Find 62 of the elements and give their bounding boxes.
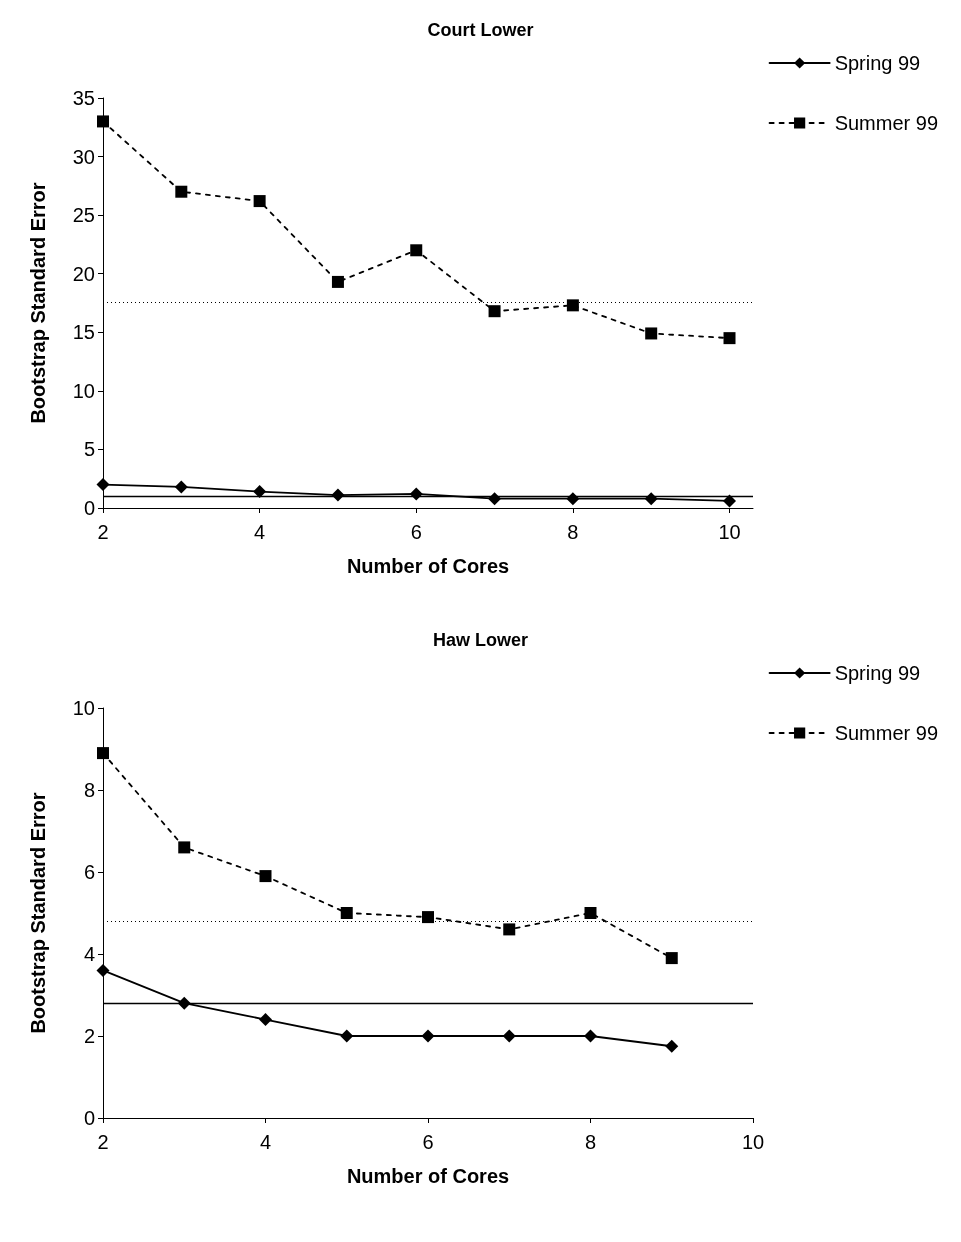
legend-label: Summer 99 — [834, 722, 939, 744]
y-tick-label: 4 — [83, 943, 95, 965]
x-axis-title: Number of Cores — [346, 555, 510, 577]
point — [723, 494, 737, 508]
x-tick-label: 10 — [718, 521, 741, 543]
point — [503, 923, 516, 936]
point — [253, 195, 266, 208]
y-tick-label: 25 — [72, 204, 95, 227]
point — [488, 305, 501, 318]
y-tick-label: 8 — [83, 779, 95, 801]
point — [723, 332, 736, 345]
point — [584, 1029, 597, 1043]
y-tick-label: 10 — [72, 379, 95, 402]
chart-title: Haw Lower — [432, 630, 529, 650]
point — [97, 747, 109, 760]
y-axis-title: Bootstrap Standard Error — [27, 182, 49, 424]
point — [259, 870, 272, 883]
x-tick-label: 8 — [584, 1131, 597, 1153]
point — [566, 299, 579, 312]
point — [253, 485, 267, 499]
point — [584, 907, 597, 919]
x-tick-label: 2 — [97, 521, 109, 543]
point — [331, 275, 344, 288]
x-tick-label: 4 — [254, 521, 266, 543]
x-axis-title: Number of Cores — [346, 1165, 510, 1187]
y-tick-label: 15 — [72, 321, 95, 344]
y-tick-label: 20 — [72, 262, 95, 285]
y-tick-label: 6 — [83, 861, 95, 883]
y-axis-title: Bootstrap Standard Error — [27, 792, 49, 1034]
x-tick-label: 8 — [567, 521, 579, 543]
legend-label: Spring 99 — [834, 52, 921, 74]
x-tick-label: 2 — [97, 1131, 109, 1153]
x-tick-label: 10 — [741, 1131, 765, 1153]
chart-title: Court Lower — [427, 20, 534, 40]
point — [175, 185, 188, 198]
point — [665, 1039, 679, 1053]
y-tick-label: 0 — [83, 1107, 95, 1129]
point — [178, 841, 191, 854]
y-tick-label: 10 — [72, 697, 95, 719]
point — [340, 907, 353, 919]
y-tick-label: 2 — [83, 1025, 95, 1047]
point — [259, 1013, 272, 1027]
point — [97, 115, 109, 128]
point — [96, 963, 110, 977]
point — [665, 952, 678, 965]
point — [410, 244, 423, 257]
point — [502, 1029, 516, 1043]
x-tick-label: 6 — [410, 521, 422, 543]
y-tick-label: 35 — [72, 87, 95, 109]
legend-label: Spring 99 — [834, 662, 921, 684]
point — [421, 1029, 435, 1043]
x-tick-label: 4 — [259, 1131, 272, 1153]
y-tick-label: 5 — [83, 438, 95, 461]
point — [174, 480, 188, 494]
point — [96, 478, 110, 492]
y-tick-label: 0 — [83, 497, 95, 519]
point — [422, 911, 434, 924]
point — [645, 327, 658, 340]
x-tick-label: 6 — [422, 1131, 434, 1153]
point — [340, 1029, 354, 1043]
y-tick-label: 30 — [72, 145, 95, 168]
legend-label: Summer 99 — [834, 112, 939, 134]
